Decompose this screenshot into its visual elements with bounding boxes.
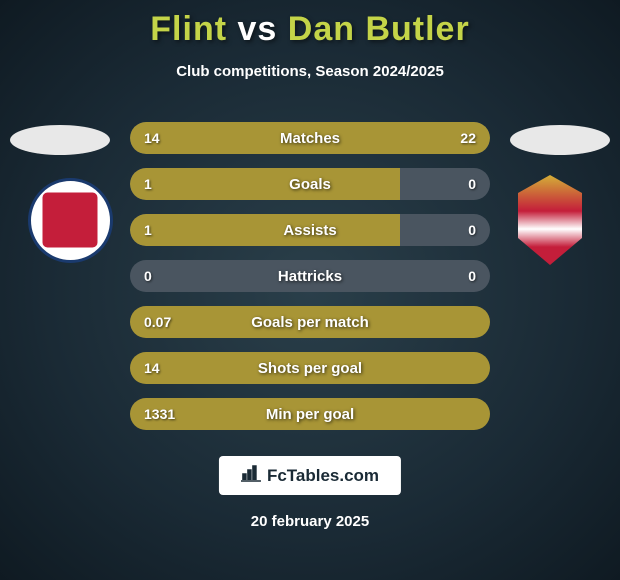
stat-row-matches: 14 Matches 22 bbox=[130, 122, 490, 154]
stat-value-right: 22 bbox=[460, 130, 476, 146]
subtitle: Club competitions, Season 2024/2025 bbox=[0, 63, 620, 80]
stat-row-assists: 1 Assists 0 bbox=[130, 214, 490, 246]
stat-row-mpg: 1331 Min per goal bbox=[130, 398, 490, 430]
branding-badge: FcTables.com bbox=[219, 456, 401, 495]
stat-row-goals: 1 Goals 0 bbox=[130, 168, 490, 200]
stats-container: 14 Matches 22 1 Goals 0 1 Assists 0 0 Ha… bbox=[130, 122, 490, 444]
club-badge-right bbox=[500, 175, 600, 265]
date-text: 20 february 2025 bbox=[0, 513, 620, 530]
stat-label: Assists bbox=[130, 222, 490, 239]
player1-name: Flint bbox=[150, 10, 227, 48]
branding-text: FcTables.com bbox=[267, 466, 379, 486]
comparison-title: Flint vs Dan Butler bbox=[0, 0, 620, 49]
stevenage-badge-icon bbox=[510, 175, 590, 265]
player2-name: Dan Butler bbox=[288, 10, 470, 48]
stat-label: Goals per match bbox=[130, 314, 490, 331]
stat-value-right: 0 bbox=[468, 176, 476, 192]
stat-row-spg: 14 Shots per goal bbox=[130, 352, 490, 384]
stat-value-right: 0 bbox=[468, 222, 476, 238]
vs-text: vs bbox=[238, 10, 278, 48]
stat-value-right: 0 bbox=[468, 268, 476, 284]
stat-label: Matches bbox=[130, 130, 490, 147]
crawley-badge-icon bbox=[28, 178, 113, 263]
chart-icon bbox=[241, 464, 261, 487]
stat-label: Shots per goal bbox=[130, 360, 490, 377]
stat-label: Hattricks bbox=[130, 268, 490, 285]
stat-row-hattricks: 0 Hattricks 0 bbox=[130, 260, 490, 292]
player2-photo-placeholder bbox=[510, 125, 610, 155]
stat-label: Goals bbox=[130, 176, 490, 193]
club-badge-left bbox=[20, 175, 120, 265]
player1-photo-placeholder bbox=[10, 125, 110, 155]
stat-label: Min per goal bbox=[130, 406, 490, 423]
stat-row-gpm: 0.07 Goals per match bbox=[130, 306, 490, 338]
